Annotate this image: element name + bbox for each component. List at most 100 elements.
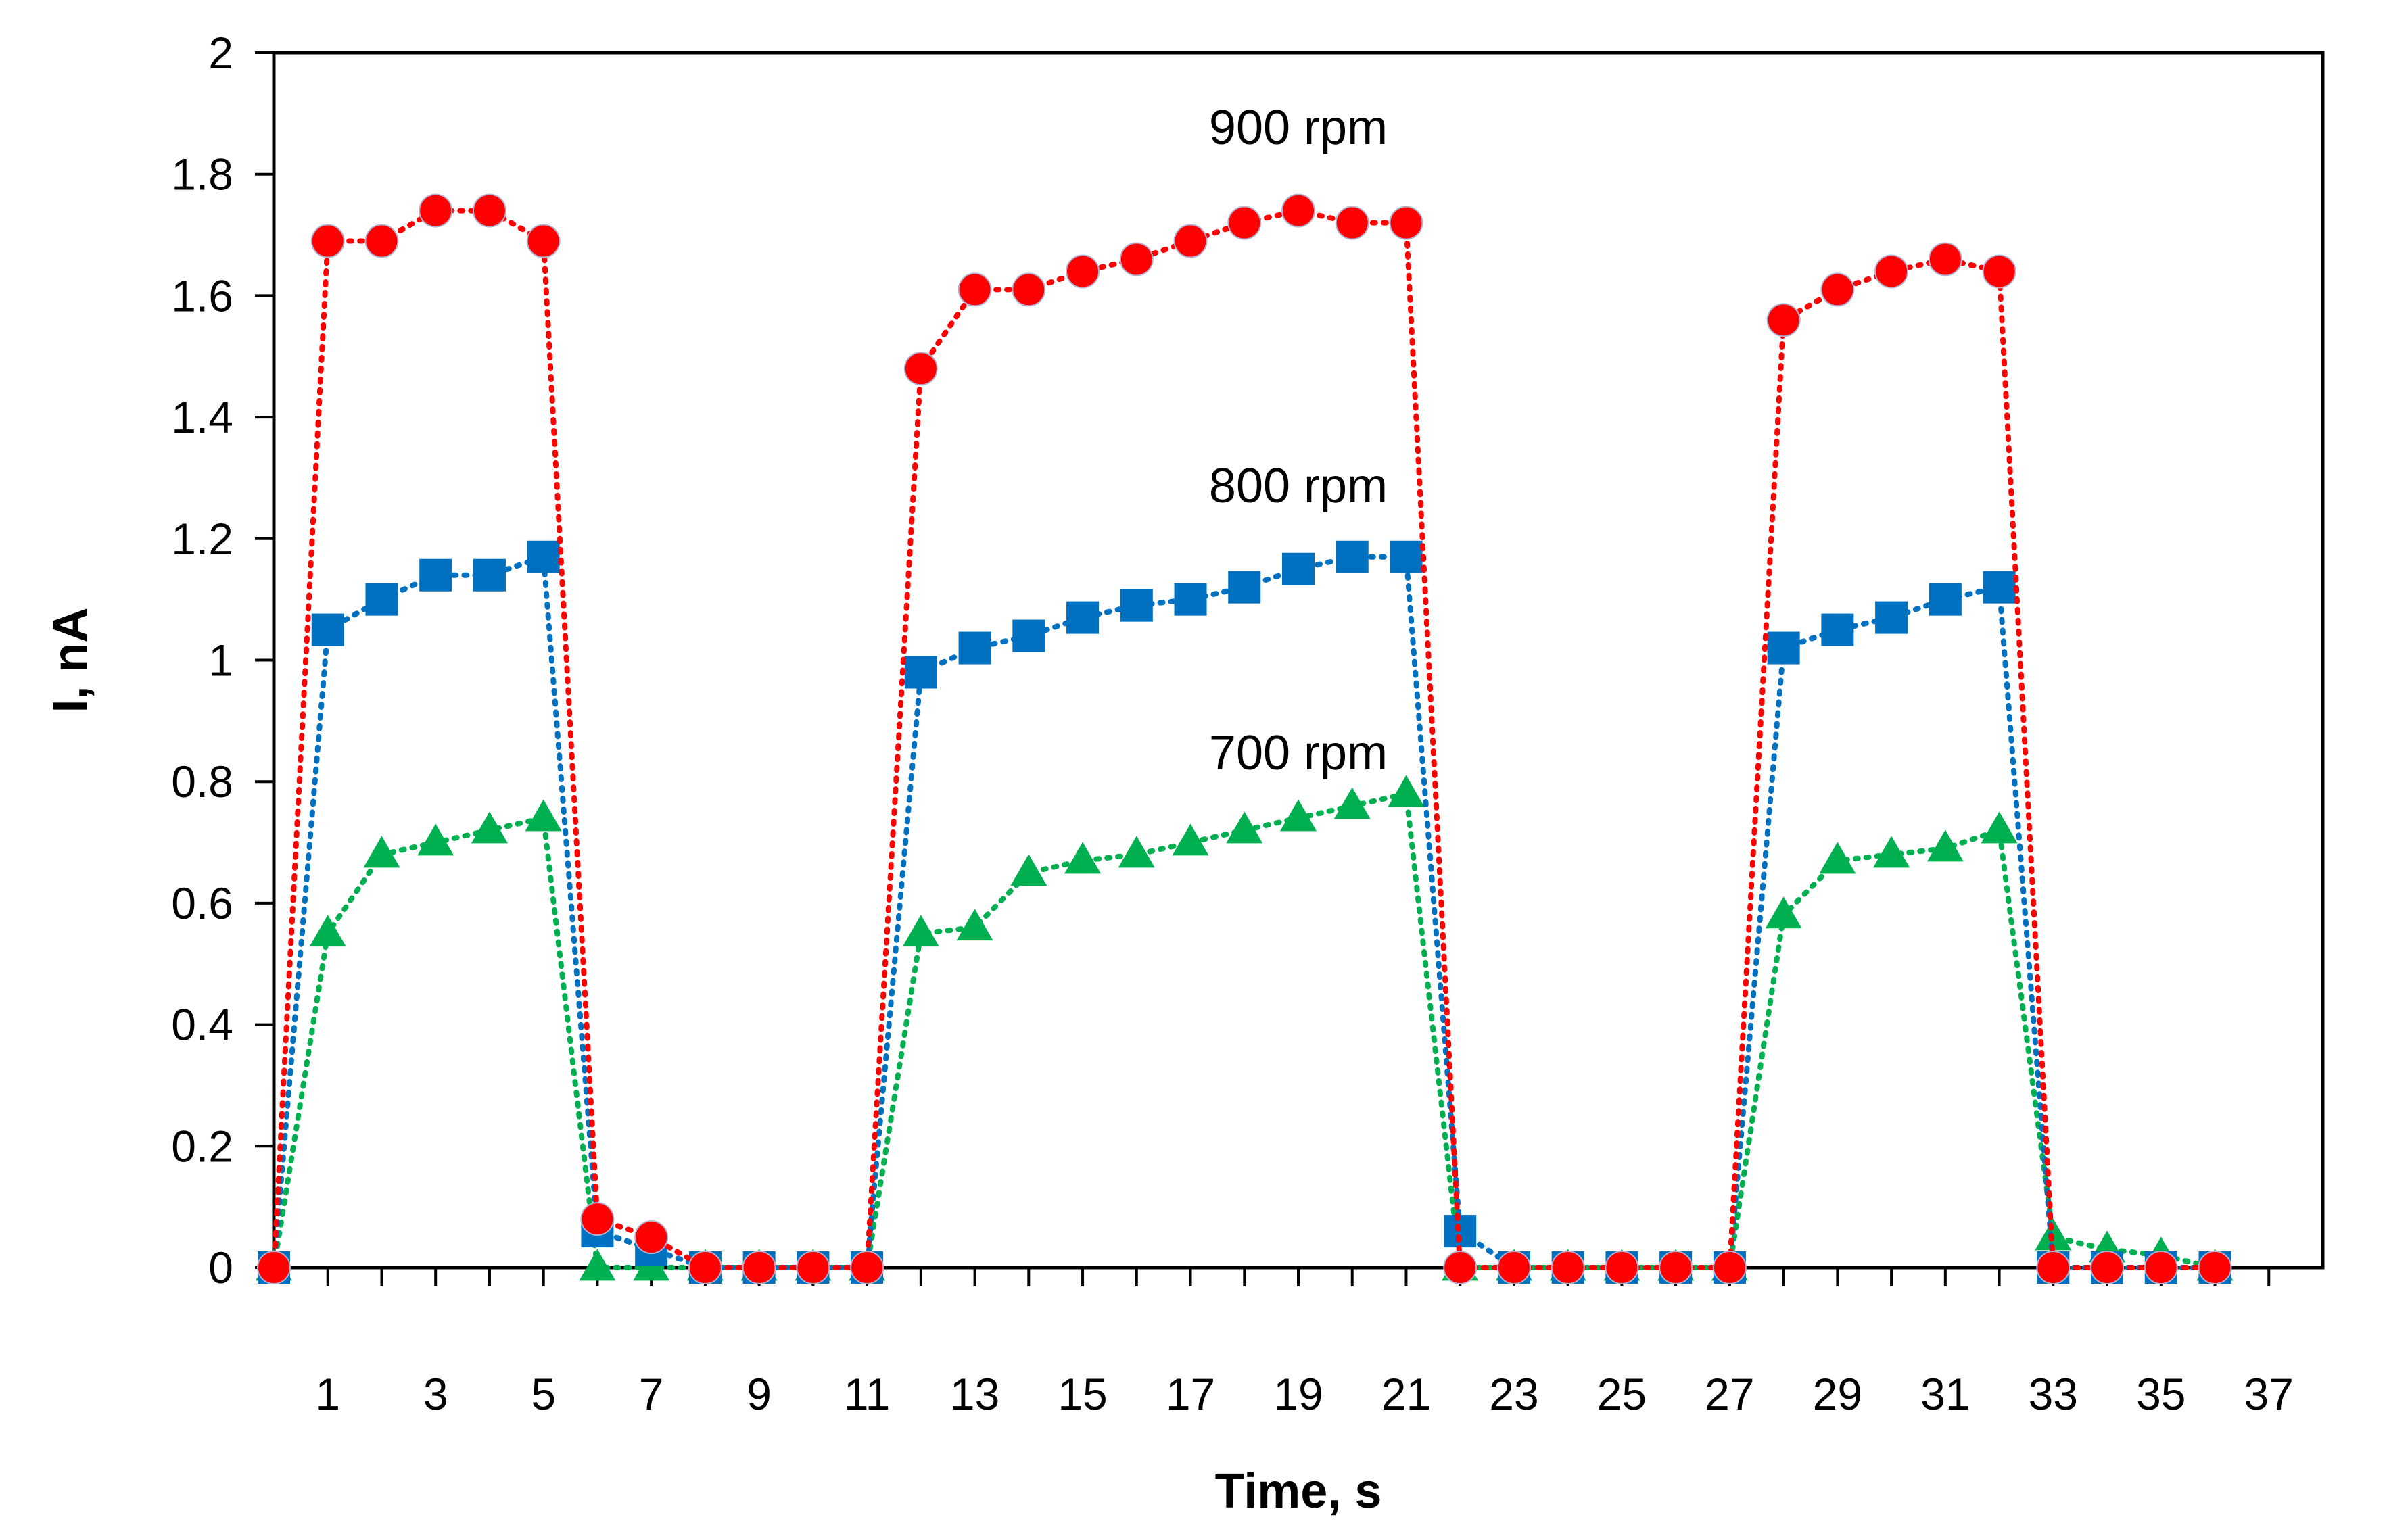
x-tick-label: 13 [950,1369,999,1419]
x-tick-label: 21 [1381,1369,1431,1419]
data-point [363,836,400,868]
data-point [1819,842,1856,874]
x-tick-label: 5 [531,1369,556,1419]
series-layer [256,193,2234,1284]
data-point [1820,272,1855,307]
x-tick-label: 11 [844,1369,891,1419]
data-point [1066,254,1100,289]
x-tick-label: 33 [2029,1369,2078,1419]
data-point [688,1251,722,1284]
data-point [310,224,345,258]
y-tick-label: 1 [208,635,233,685]
x-tick-label: 37 [2244,1369,2294,1419]
x-axis: 1 3 5 7 9 11 13 15 17 19 21 23 25 27 29 31 33 35 37 [315,1268,2294,1419]
data-point [1010,854,1047,886]
x-tick-label: 17 [1166,1369,1215,1419]
annotation-label: 900 rpm [1209,101,1388,155]
data-point [1064,842,1102,874]
y-tick-label: 0.2 [171,1121,233,1171]
y-axis-title: I, nA [43,608,97,713]
data-point [1767,631,1800,665]
data-point [1335,206,1369,240]
y-tick-label: 1.6 [171,270,233,320]
data-point [1120,589,1153,622]
series-700-rpm [256,775,2234,1281]
x-tick-label: 1 [315,1369,340,1419]
data-point [1226,811,1263,844]
series-line [271,790,2218,1270]
x-tick-label: 7 [639,1369,664,1419]
data-point [1928,242,1962,276]
data-point [2036,1251,2071,1284]
x-tick-label: 35 [2136,1369,2185,1419]
data-point [472,193,506,228]
y-tick-label: 0 [208,1243,233,1293]
data-point [1766,303,1801,337]
data-point [419,193,453,228]
x-tick-label: 3 [423,1369,448,1419]
data-point [1118,836,1155,868]
data-point [473,558,506,592]
y-tick-label: 0.8 [171,756,233,807]
data-point [1282,552,1315,585]
data-point [1496,1251,1531,1284]
y-tick-label: 0.6 [171,878,233,928]
data-point [1012,619,1045,652]
x-tick-label: 27 [1705,1369,1754,1419]
x-tick-label: 31 [1920,1369,1970,1419]
data-point [1981,811,2018,844]
data-point [364,224,399,258]
data-point [1227,206,1262,240]
data-point [634,1220,669,1255]
data-point [956,909,993,941]
data-point [1874,254,1909,289]
data-point [850,1251,884,1284]
data-point [526,224,561,258]
data-point [1333,787,1371,819]
data-point [1390,540,1423,573]
data-point [1066,601,1100,634]
data-point [903,352,938,386]
data-point [419,558,452,592]
x-axis-title: Time, s [1215,1464,1382,1518]
data-point [1875,601,1908,634]
data-point [904,656,937,689]
data-point [580,1202,615,1236]
data-point [1712,1251,1747,1284]
data-point [2198,1251,2232,1284]
data-point [1927,829,1964,862]
annotation-label: 700 rpm [1209,726,1388,780]
data-point [958,272,992,307]
x-tick-label: 29 [1813,1369,1862,1419]
data-point [1173,224,1208,258]
data-point [1821,613,1854,646]
data-point [417,823,454,856]
data-point [309,915,346,947]
data-point [958,631,991,665]
data-point [1605,1251,1639,1284]
data-point [1172,823,1209,856]
data-point [742,1251,776,1284]
data-point [1336,540,1369,573]
data-point [796,1251,830,1284]
data-point [902,915,939,947]
data-point [1443,1251,1478,1284]
data-point [2144,1251,2178,1284]
data-point [1280,799,1317,832]
x-tick-label: 19 [1273,1369,1323,1419]
data-point [525,799,562,832]
data-point [1281,193,1315,228]
data-point [1388,775,1425,807]
data-point [1228,571,1261,604]
data-point [365,583,398,616]
y-tick-label: 1.4 [171,392,233,442]
x-tick-label: 9 [747,1369,772,1419]
y-tick-label: 1.8 [171,149,233,199]
data-point [1119,242,1154,276]
data-point [1659,1251,1693,1284]
data-point [1929,583,1962,616]
data-point [1982,254,2016,289]
data-point [311,613,344,646]
x-tick-label: 23 [1489,1369,1538,1419]
